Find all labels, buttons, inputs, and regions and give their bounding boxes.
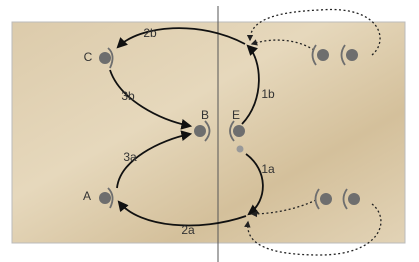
pass-label: 2a — [181, 223, 195, 237]
pass-label: 2b — [143, 26, 157, 40]
player-label: E — [232, 108, 240, 122]
pass-label: 1b — [261, 87, 275, 101]
player-label: C — [84, 50, 93, 64]
pass-label: 1a — [261, 162, 275, 176]
player-label: B — [201, 108, 209, 122]
player-label: A — [83, 189, 91, 203]
pass-label: 3b — [121, 89, 135, 103]
diagram: C B E A 1a 1b 2a 2b 3a 3b — [0, 0, 419, 262]
pass-label: 3a — [123, 150, 137, 164]
